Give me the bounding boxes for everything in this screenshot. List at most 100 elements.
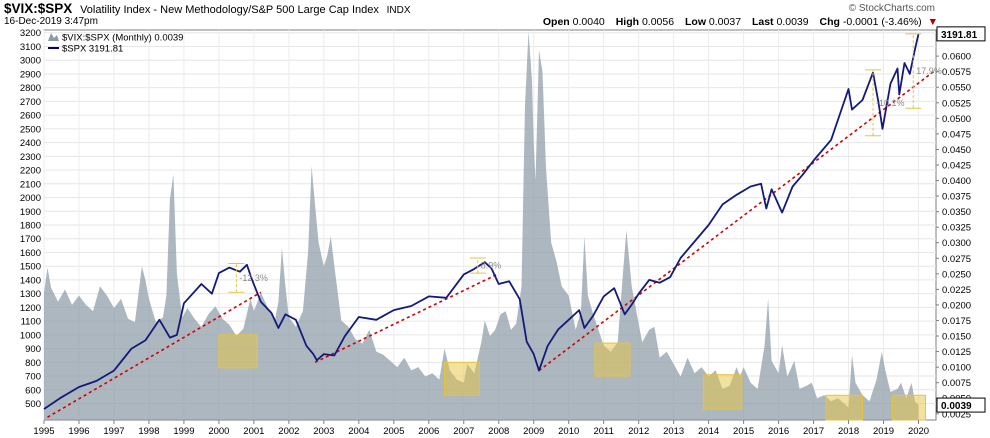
- x-tick-label: 2013: [663, 426, 684, 437]
- low-label: Low: [685, 16, 706, 28]
- x-tick-label: 2018: [838, 426, 859, 437]
- highlight-box: [891, 394, 927, 421]
- x-tick-label: 2001: [243, 426, 264, 437]
- right-tick-label: 0.0575: [942, 67, 971, 78]
- measure-label: -12.3%: [239, 273, 268, 283]
- quote-bar: Open 0.0040 High 0.0056 Low 0.0037 Last …: [535, 16, 938, 28]
- right-tick-label: 0.0125: [942, 347, 971, 358]
- right-tick-label: 0.0450: [942, 145, 971, 156]
- left-tick-label: 1100: [21, 317, 41, 328]
- right-tick-label: 0.0225: [942, 285, 971, 296]
- x-tick-label: 2009: [523, 426, 544, 437]
- chg-value: -0.0001 (-3.46%): [842, 16, 922, 28]
- x-tick-label: 2008: [488, 426, 509, 437]
- right-axis-ticks: 0.00250.00500.00750.01000.01250.01500.01…: [936, 52, 971, 420]
- left-tick-label: 600: [25, 385, 41, 396]
- ratio-last-label: 0.0039: [941, 401, 972, 412]
- left-tick-label: 1700: [20, 234, 41, 245]
- right-tick-label: 0.0600: [942, 52, 971, 63]
- ratio-area-layer: [44, 31, 919, 420]
- x-tick-label: 1995: [33, 426, 54, 437]
- left-tick-label: 1300: [20, 289, 41, 300]
- x-tick-label: 1998: [138, 426, 159, 437]
- left-tick-label: 1800: [20, 221, 41, 232]
- right-tick-label: 0.0275: [942, 254, 971, 265]
- right-tick-label: 0.0175: [942, 316, 971, 327]
- left-tick-label: 800: [25, 358, 41, 369]
- last-label: Last: [751, 16, 774, 28]
- left-tick-label: 3200: [20, 28, 41, 39]
- highlight-box: [218, 334, 258, 369]
- x-tick-label: 2004: [348, 426, 369, 437]
- trendlines: [47, 69, 937, 418]
- timestamp: 16-Dec-2019 3:47pm: [4, 16, 98, 27]
- spx-line-layer: [43, 33, 920, 410]
- right-tick-label: 0.0375: [942, 192, 971, 203]
- left-tick-label: 2500: [20, 124, 41, 135]
- spx-price-line: [43, 33, 920, 410]
- right-tick-label: 0.0425: [942, 160, 971, 171]
- x-axis-ticks: 1995 1996 1997 1998 1999 2000 2001 2002 2003 2004…: [33, 420, 929, 437]
- high-value: 0.0056: [641, 16, 675, 28]
- support-trendline: [314, 273, 498, 364]
- highlight-box: [594, 342, 631, 377]
- x-tick-label: 1997: [103, 426, 124, 437]
- left-axis-ticks: 500 600 700 800 900 1000 1100 1200 1300 1400 1500 1…: [20, 28, 41, 410]
- measure-label: 8.9%: [481, 261, 502, 271]
- left-tick-label: 1400: [20, 275, 41, 286]
- x-tick-label: 2017: [803, 426, 824, 437]
- left-tick-label: 2100: [20, 179, 41, 190]
- left-tick-label: 2300: [20, 152, 41, 163]
- right-tick-label: 0.0100: [942, 363, 971, 374]
- right-tick-label: 0.0350: [942, 207, 971, 218]
- right-tick-label: 0.0475: [942, 129, 971, 140]
- left-tick-label: 3100: [20, 42, 41, 53]
- left-tick-label: 700: [25, 372, 41, 383]
- open-value: 0.0040: [572, 16, 605, 28]
- legend-entry: $SPX 3191.81: [62, 44, 123, 55]
- measure-label: 17.9%: [916, 66, 942, 76]
- chg-label: Chg: [819, 16, 840, 28]
- left-tick-label: 1200: [20, 303, 41, 314]
- x-tick-label: 2016: [768, 426, 789, 437]
- right-tick-label: 0.0150: [942, 332, 971, 343]
- symbol-title[interactable]: $VIX:$SPX: [4, 1, 73, 16]
- low-value: 0.0037: [708, 16, 742, 28]
- left-tick-label: 2800: [20, 83, 41, 94]
- left-tick-label: 3000: [20, 56, 41, 67]
- x-tick-label: 2005: [383, 426, 404, 437]
- x-tick-label: 2011: [593, 426, 613, 437]
- left-tick-label: 2700: [20, 97, 41, 108]
- right-tick-label: 0.0300: [942, 238, 971, 249]
- annotation-boxes: [218, 334, 927, 421]
- right-tick-label: 0.0550: [942, 83, 971, 94]
- left-tick-label: 1500: [20, 262, 41, 273]
- chart-header: $VIX:$SPX Volatility Index - New Methodo…: [4, 1, 411, 16]
- high-label: High: [615, 16, 640, 28]
- highlight-box: [444, 361, 481, 396]
- exchange-label: INDX: [386, 5, 411, 16]
- ratio-last-tag: [936, 397, 986, 413]
- x-tick-label: 2000: [208, 426, 229, 437]
- last-value-tags: 3191.81 0.0039: [936, 26, 986, 413]
- highlight-box: [825, 394, 864, 421]
- x-tick-label: 2012: [628, 426, 649, 437]
- open-label: Open: [542, 16, 570, 28]
- left-tick-label: 2400: [20, 138, 41, 149]
- right-tick-label: 0.0025: [942, 409, 971, 420]
- legend-area-icon: [48, 33, 59, 41]
- x-tick-label: 2006: [418, 426, 439, 437]
- measure-label: -10.1%: [876, 98, 905, 108]
- right-tick-label: 0.0250: [942, 269, 971, 280]
- left-tick-label: 2000: [20, 193, 41, 204]
- left-tick-label: 2900: [20, 69, 41, 80]
- x-tick-label: 1996: [68, 426, 89, 437]
- x-tick-label: 2019: [873, 426, 894, 437]
- right-tick-label: 0.0200: [942, 300, 971, 311]
- x-tick-label: 2015: [733, 426, 754, 437]
- left-tick-label: 500: [25, 399, 41, 410]
- x-tick-label: 1999: [173, 426, 194, 437]
- left-tick-label: 1600: [20, 248, 41, 259]
- down-arrow-icon: ▼: [927, 16, 938, 28]
